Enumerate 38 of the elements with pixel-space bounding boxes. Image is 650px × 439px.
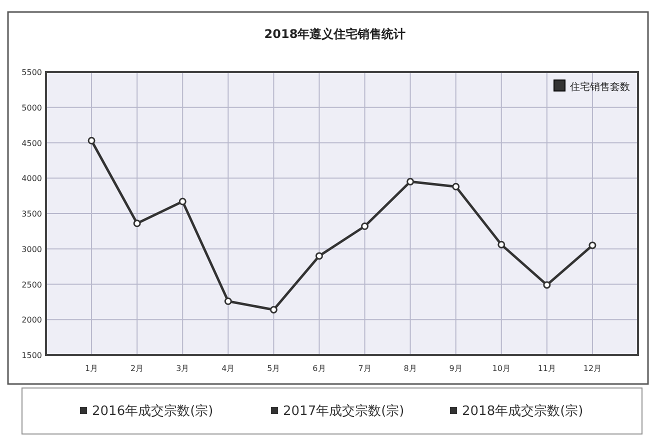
y-tick-label: 2000 [22, 316, 42, 325]
y-tick-label: 3500 [22, 210, 42, 218]
point [452, 182, 460, 190]
text: 2018年成交宗数(宗) [462, 403, 584, 419]
x-tick-label: 9月 [449, 364, 462, 373]
x-tick-label: 1月 [84, 364, 98, 373]
point [315, 252, 323, 260]
x-tick-label: 3月 [176, 364, 190, 373]
x-tick-label: 2月 [130, 364, 144, 373]
x-tick-label: 5月 [267, 364, 280, 373]
y-tick-label: 4500 [22, 138, 42, 148]
point [498, 240, 506, 248]
y-tick-label: 4000 [22, 174, 42, 184]
point [133, 220, 141, 228]
y-tick-label: 2500 [22, 280, 42, 290]
point [88, 136, 96, 144]
point [588, 242, 596, 250]
y-tick-label: 1500 [22, 351, 42, 360]
point [224, 297, 232, 305]
x-tick-label: 4月 [222, 364, 235, 373]
point [543, 281, 551, 289]
x-tick-label: 12月 [583, 364, 602, 373]
y-tick-label: 5000 [22, 103, 42, 112]
chart-title: 2018年遵义住宅销售统计 [264, 27, 406, 41]
x-tick-label: 10月 [492, 364, 510, 373]
x-tick-label: 7月 [358, 364, 372, 373]
x-tick-label: 6月 [312, 364, 326, 373]
legend-label: 住宅销售套数 [570, 81, 630, 93]
point [178, 198, 186, 206]
y-tick-label: 5500 [22, 68, 42, 77]
point [361, 222, 369, 230]
text: 2017年成交宗数(宗) [283, 403, 404, 419]
y-tick-label: 3000 [22, 244, 42, 254]
x-tick-label: 8月 [404, 364, 417, 373]
point [406, 178, 414, 186]
point [270, 306, 278, 314]
text: 2016年成交宗数(宗) [92, 403, 214, 419]
x-tick-label: 11月 [538, 364, 556, 373]
